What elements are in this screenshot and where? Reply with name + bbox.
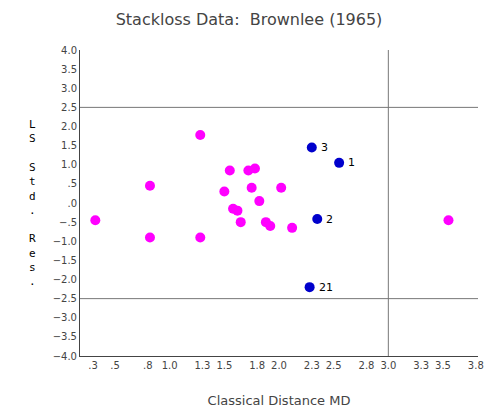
svg-text:1.0: 1.0 (61, 159, 77, 170)
svg-text:3.8: 3.8 (468, 360, 484, 371)
svg-text:.5: .5 (110, 360, 120, 371)
svg-text:−2.5: −2.5 (53, 293, 77, 304)
svg-text:2.8: 2.8 (359, 360, 375, 371)
svg-text:2.5: 2.5 (326, 360, 342, 371)
svg-text:4.0: 4.0 (61, 45, 77, 56)
svg-text:.0: .0 (67, 198, 77, 209)
svg-text:1.5: 1.5 (216, 360, 232, 371)
svg-text:2: 2 (326, 213, 333, 226)
svg-text:3.0: 3.0 (380, 360, 396, 371)
svg-text:2.0: 2.0 (271, 360, 287, 371)
svg-text:−3.0: −3.0 (53, 312, 77, 323)
svg-text:Stackloss Data: Brownlee (196: Stackloss Data: Brownlee (1965) (116, 10, 383, 29)
svg-text:3: 3 (321, 141, 328, 154)
svg-text:−1.5: −1.5 (53, 255, 77, 266)
svg-text:21: 21 (319, 281, 333, 294)
svg-text:−2.0: −2.0 (53, 274, 77, 285)
svg-text:1.0: 1.0 (162, 360, 178, 371)
svg-text:Classical Distance MD: Classical Distance MD (208, 393, 351, 408)
svg-text:.3: .3 (88, 360, 98, 371)
svg-text:−4.0: −4.0 (53, 351, 77, 362)
svg-text:.5: .5 (67, 178, 77, 189)
svg-text:3.0: 3.0 (61, 83, 77, 94)
svg-text:LS Std. Res.: LS Std. Res. (29, 118, 36, 288)
svg-text:−.5: −.5 (59, 217, 77, 228)
svg-text:2.5: 2.5 (61, 102, 77, 113)
svg-text:3.5: 3.5 (61, 64, 77, 75)
svg-text:1: 1 (348, 156, 355, 169)
svg-text:1.3: 1.3 (195, 360, 211, 371)
svg-text:1.5: 1.5 (61, 140, 77, 151)
svg-text:−3.5: −3.5 (53, 331, 77, 342)
svg-text:.8: .8 (143, 360, 153, 371)
svg-text:3.3: 3.3 (413, 360, 429, 371)
svg-text:−1.0: −1.0 (53, 236, 77, 247)
svg-text:2.0: 2.0 (61, 121, 77, 132)
svg-text:1.8: 1.8 (249, 360, 265, 371)
svg-text:2.3: 2.3 (304, 360, 320, 371)
svg-text:3.5: 3.5 (435, 360, 451, 371)
